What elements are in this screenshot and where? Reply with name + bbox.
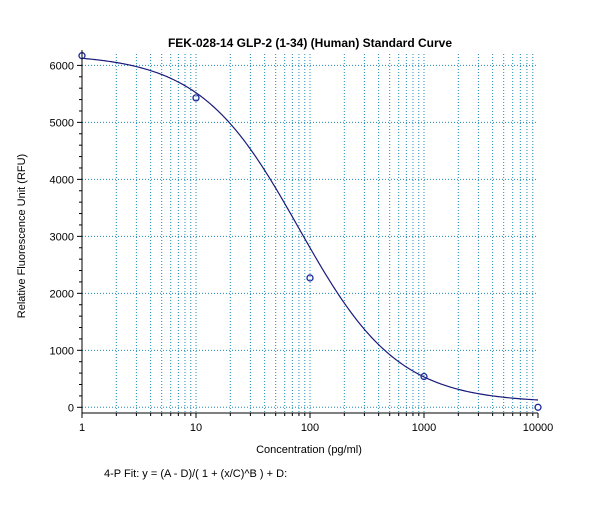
y-tick-label: 3000 [50,231,74,243]
y-tick-label: 2000 [50,288,74,300]
axes [77,50,539,418]
data-point [306,274,314,282]
x-tick-label: 10000 [523,422,554,434]
x-tick-label: 1 [79,422,85,434]
data-point [192,94,200,102]
y-axis-label: Relative Fluorescence Unit (RFU) [16,154,28,318]
y-tick-label: 5000 [50,117,74,129]
x-tick-label: 10 [190,422,202,434]
data-point [534,403,542,411]
fit-equation-label: 4-P Fit: y = (A - D)/( 1 + (x/C)^B ) + D… [104,468,287,480]
tick-labels: 0 1000 2000 3000 4000 5000 6000 1 10 100 1000 10000 [50,60,554,434]
x-tick-label: 100 [301,422,319,434]
y-tick-label: 6000 [50,60,74,72]
x-axis-label: Concentration (pg/ml) [256,444,362,456]
y-tick-label: 0 [68,402,74,414]
y-tick-label: 4000 [50,174,74,186]
data-point [420,372,428,381]
x-tick-label: 1000 [412,422,436,434]
chart-title: FEK-028-14 GLP-2 (1-34) (Human) Standard… [168,36,452,50]
grid [82,54,538,413]
fit-curve-layer [81,57,539,401]
fit-curve [81,57,539,401]
y-tick-label: 1000 [50,345,74,357]
